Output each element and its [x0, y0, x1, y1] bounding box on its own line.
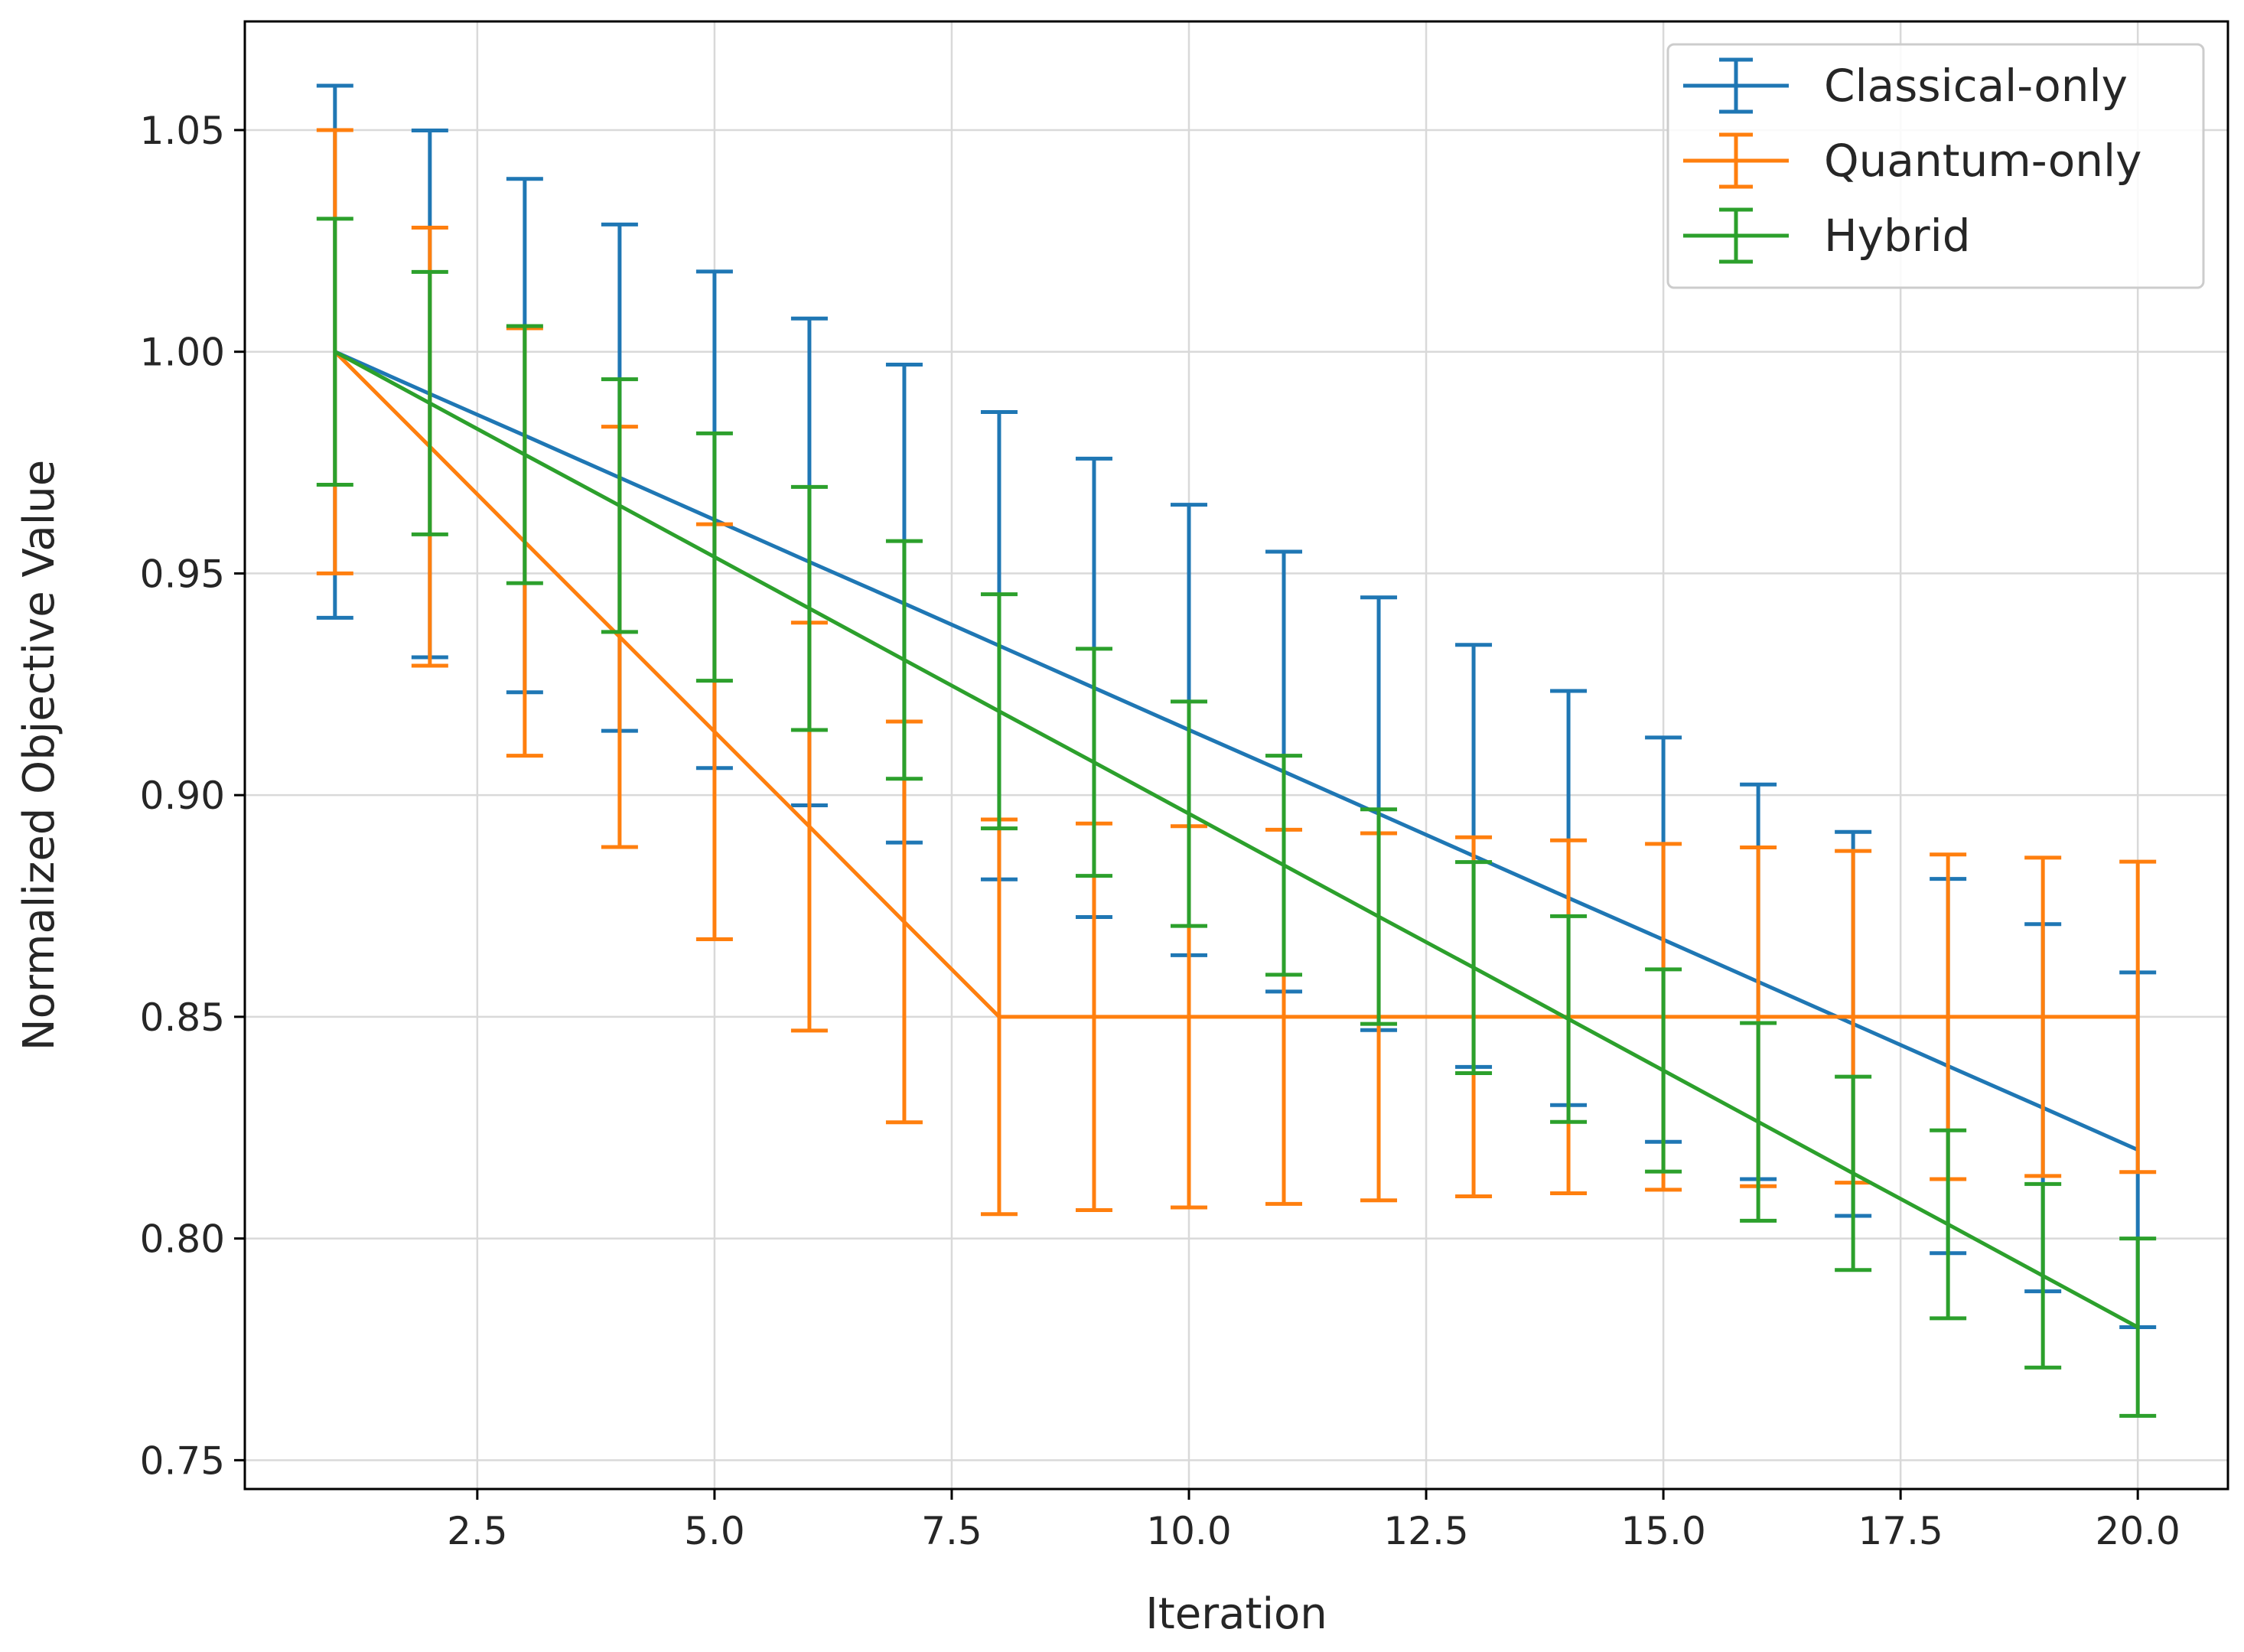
- y-tick-label: 1.00: [140, 331, 225, 375]
- series-line: [334, 350, 2139, 1329]
- x-tick-label: 2.5: [447, 1509, 508, 1553]
- y-tick-label: 0.75: [140, 1439, 225, 1483]
- x-tick-label: 10.0: [1146, 1509, 1231, 1553]
- legend-box: [1666, 43, 2205, 289]
- series-layer: [316, 83, 2157, 1418]
- x-tick-label: 12.5: [1383, 1509, 1468, 1553]
- series-line: [334, 350, 2139, 1152]
- y-axis-title: Normalized Objective Value: [15, 460, 64, 1051]
- series-quantum-only: [316, 128, 2157, 1217]
- x-tick-label: 5.0: [684, 1509, 745, 1553]
- legend-entry: Classical-only: [1683, 57, 2128, 114]
- legend-label: Quantum-only: [1824, 135, 2141, 187]
- axis-ticks: 2.5 5.0 7.5 10.0 12.5 15.0 17.5 20.0 0.75 0.80 0.8…: [140, 109, 2180, 1553]
- y-tick-label: 0.80: [140, 1217, 225, 1262]
- series-line: [334, 350, 2138, 1019]
- legend-entry: Quantum-only: [1683, 132, 2141, 189]
- y-tick-label: 1.05: [140, 109, 225, 153]
- legend-label: Classical-only: [1824, 60, 2128, 112]
- x-tick-label: 15.0: [1620, 1509, 1705, 1553]
- x-tick-label: 17.5: [1858, 1509, 1943, 1553]
- series-hybrid: [316, 217, 2157, 1418]
- x-axis-title: Iteration: [1145, 1589, 1327, 1639]
- y-tick-label: 0.85: [140, 995, 225, 1040]
- plot-frame: [243, 20, 2229, 1491]
- legend: Classical-only Quantum-only Hybrid: [1666, 43, 2205, 289]
- x-tick-label: 7.5: [921, 1509, 982, 1553]
- x-tick-label: 20.0: [2096, 1509, 2180, 1553]
- y-tick-label: 0.90: [140, 774, 225, 818]
- y-tick-label: 0.95: [140, 552, 225, 596]
- legend-entry: Hybrid: [1683, 207, 1971, 264]
- legend-label: Hybrid: [1824, 210, 1971, 262]
